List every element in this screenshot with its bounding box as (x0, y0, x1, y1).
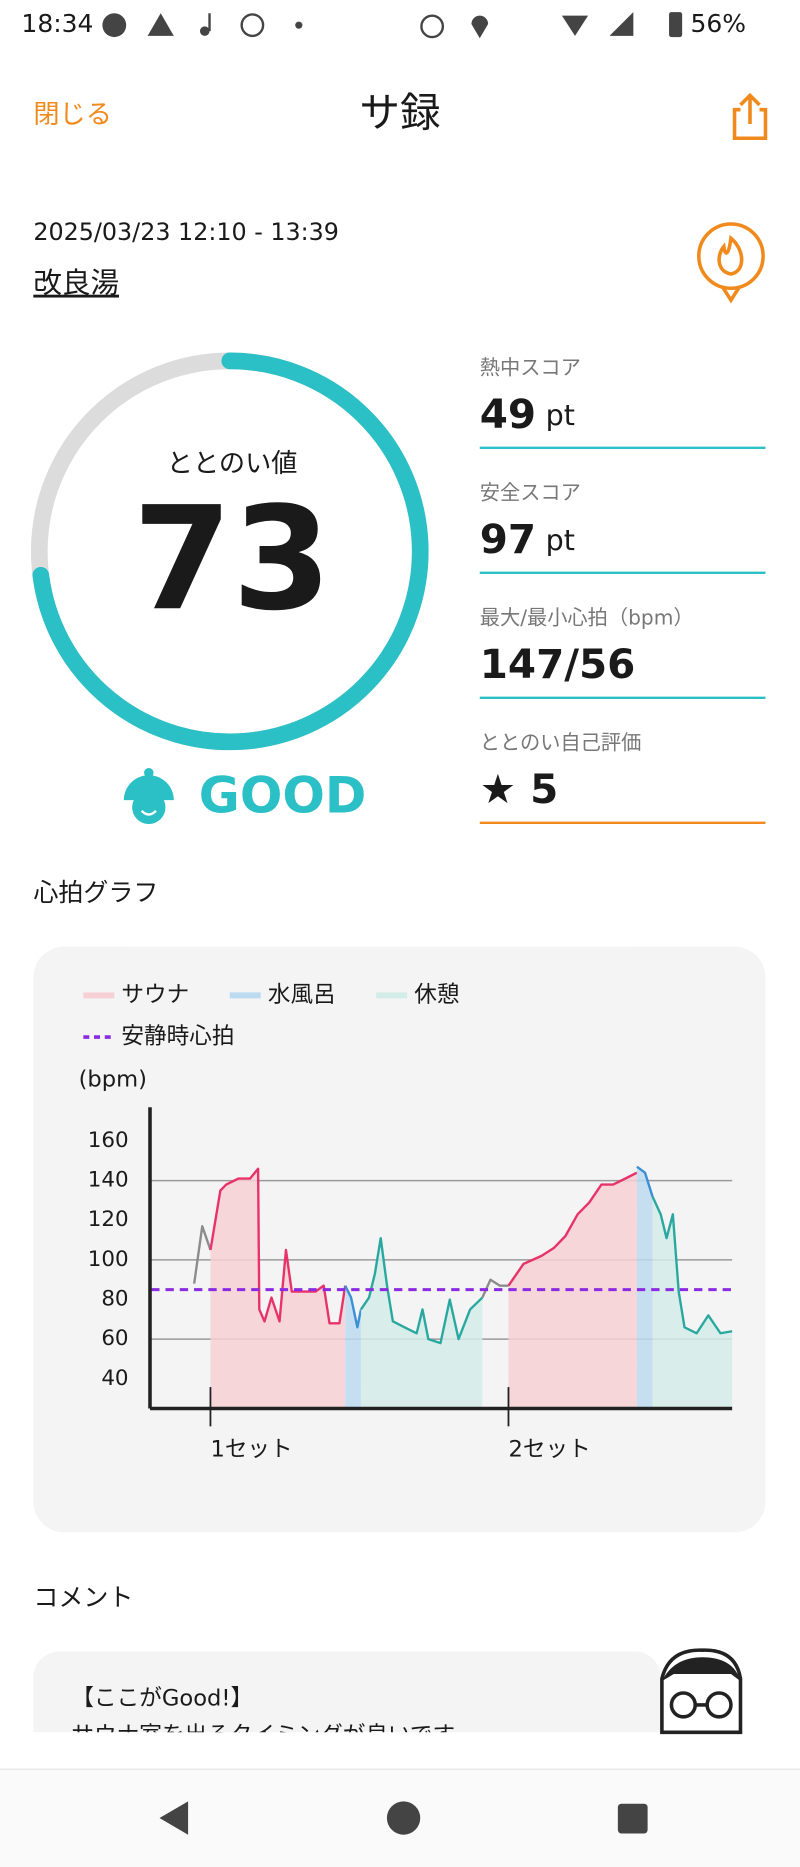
gauge-rating: GOOD (199, 766, 367, 824)
gauge (30, 352, 429, 751)
y-tick-label: 40 (101, 1366, 128, 1391)
series-area (345, 1285, 361, 1409)
score-label: ととのい自己評価 (480, 731, 642, 755)
score-number: 97 (480, 515, 536, 563)
status-icons (102, 12, 683, 39)
legend-label: 水風呂 (268, 982, 336, 1008)
series-line (651, 1195, 733, 1335)
comment-body: サウナ室を出るタイミングが良いです (71, 1722, 455, 1748)
status-battery: 56% (690, 9, 746, 38)
series-area (360, 1238, 483, 1409)
score-value: 147/56 (480, 640, 636, 688)
series-area (210, 1168, 346, 1409)
x-tick-label: 2セット (508, 1437, 590, 1463)
nav-recent[interactable] (617, 1803, 648, 1834)
advisor-avatar (660, 1648, 743, 1735)
y-tick-label: 60 (101, 1326, 128, 1351)
score-value: ★ 5 (480, 765, 559, 813)
y-tick-label: 160 (88, 1128, 129, 1153)
cap-face-icon (123, 768, 174, 824)
y-tick-label: 140 (88, 1168, 129, 1193)
score-number: 49 (480, 390, 536, 438)
session-datetime: 2025/03/23 12:10 - 13:39 (33, 218, 339, 246)
section-title: 心拍グラフ (33, 878, 158, 907)
legend-label: 安静時心拍 (121, 1024, 234, 1050)
score-list: 熱中スコア 49 pt 安全スコア 97 pt 最大/最小心拍（bpm） 147/56 ととのい… (480, 356, 766, 824)
score-value: 97 pt (480, 515, 575, 563)
status-time: 18:34 (21, 9, 93, 38)
comment-heading: 【ここがGood!】 (71, 1685, 253, 1711)
x-tick-label: 1セット (210, 1437, 292, 1463)
series-area (652, 1196, 733, 1409)
comment-card: 【ここがGood!】 サウナ室を出るタイミングが良いです (33, 1651, 661, 1748)
y-axis-label: (bpm) (79, 1066, 147, 1092)
series-line (359, 1236, 484, 1345)
gauge-label: ととのい値 (167, 449, 298, 479)
gauge-arc (32, 352, 429, 751)
close-button[interactable]: 閉じる (33, 100, 112, 130)
legend-label: サウナ (121, 982, 189, 1008)
section-title: コメント (33, 1583, 133, 1612)
score-value: 49 pt (480, 390, 575, 438)
series-area (636, 1166, 653, 1409)
header-title: サ録 (360, 89, 441, 137)
series-line (344, 1285, 363, 1329)
share-button[interactable] (732, 92, 768, 141)
score-number: ★ 5 (480, 765, 559, 813)
legend-label: 休憩 (414, 982, 459, 1008)
y-tick-label: 100 (88, 1247, 129, 1272)
comment-background (33, 1651, 661, 1733)
series-line (507, 1171, 638, 1287)
score-unit: pt (546, 523, 575, 557)
series-line (636, 1165, 654, 1197)
score-number: 147/56 (480, 640, 636, 688)
nav-home[interactable] (386, 1801, 421, 1835)
score-unit: pt (546, 398, 575, 432)
score-label: 安全スコア (480, 481, 581, 505)
session-place[interactable]: 改良湯 (33, 266, 119, 300)
y-tick-label: 80 (101, 1287, 128, 1312)
gauge-value: 73 (133, 475, 332, 642)
fire-badge[interactable] (697, 222, 765, 304)
y-tick-label: 120 (88, 1207, 129, 1232)
series-line (209, 1167, 347, 1325)
score-label: 最大/最小心拍（bpm） (480, 606, 694, 630)
score-label: 熱中スコア (480, 356, 581, 380)
nav-back[interactable] (159, 1801, 189, 1835)
series-line (192, 1225, 212, 1284)
